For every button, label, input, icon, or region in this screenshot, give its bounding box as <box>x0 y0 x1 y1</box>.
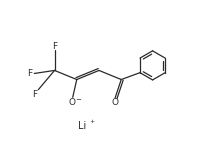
Text: O: O <box>68 98 75 107</box>
Text: F: F <box>27 69 32 78</box>
Text: Li: Li <box>78 121 86 131</box>
Text: −: − <box>75 97 81 103</box>
Text: +: + <box>89 119 94 125</box>
Text: F: F <box>32 90 37 99</box>
Text: F: F <box>52 42 57 51</box>
Text: O: O <box>112 98 119 107</box>
